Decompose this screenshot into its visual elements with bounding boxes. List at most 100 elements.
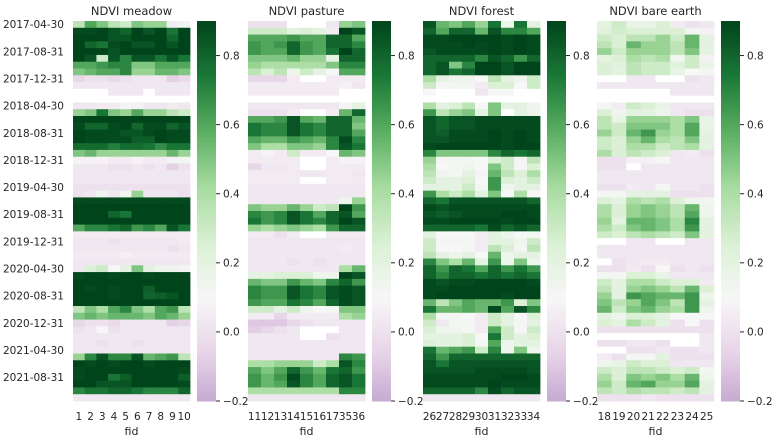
heatmap-cell bbox=[597, 224, 613, 232]
heatmap-cell bbox=[73, 238, 86, 246]
heatmap-cell bbox=[449, 312, 463, 320]
colorbar-segment bbox=[372, 297, 391, 302]
heatmap-cell bbox=[640, 285, 656, 293]
heatmap-cell bbox=[436, 285, 450, 293]
heatmap-cell bbox=[287, 177, 301, 185]
heatmap-cell bbox=[261, 339, 275, 348]
heatmap-cell bbox=[166, 367, 179, 375]
heatmap-cell bbox=[178, 61, 191, 69]
colorbar-segment bbox=[372, 390, 391, 395]
heatmap-cell bbox=[501, 326, 515, 334]
heatmap-cell bbox=[166, 102, 179, 110]
heatmap-cell bbox=[501, 109, 515, 117]
heatmap-cell bbox=[501, 394, 515, 402]
heatmap-cell bbox=[423, 380, 437, 388]
heatmap-cell bbox=[143, 163, 156, 171]
heatmap-cell bbox=[131, 367, 144, 375]
heatmap-cell bbox=[527, 272, 541, 280]
heatmap-cell bbox=[462, 177, 476, 185]
heatmap-cell bbox=[527, 54, 541, 63]
colorbar-segment bbox=[721, 221, 740, 226]
heatmap-cell bbox=[527, 387, 541, 395]
heatmap-cell bbox=[640, 353, 656, 361]
heatmap-cell bbox=[488, 231, 502, 239]
heatmap-cell bbox=[436, 278, 450, 287]
heatmap-cell bbox=[670, 306, 686, 314]
heatmap-cell bbox=[449, 109, 463, 117]
colorbar-segment bbox=[547, 338, 566, 343]
heatmap-cell bbox=[423, 109, 437, 117]
heatmap-cell bbox=[436, 34, 450, 42]
heatmap-cell bbox=[274, 34, 288, 42]
heatmap-cell bbox=[154, 61, 167, 69]
heatmap-cell bbox=[626, 360, 642, 368]
heatmap-cell bbox=[475, 204, 489, 212]
colorbar-tick-label: 0.2 bbox=[573, 258, 590, 270]
colorbar-segment bbox=[721, 217, 740, 222]
heatmap-cell bbox=[261, 367, 275, 375]
heatmap-cell bbox=[73, 21, 86, 29]
heatmap-cell bbox=[527, 258, 541, 266]
heatmap-cell bbox=[84, 156, 97, 164]
heatmap-cell bbox=[462, 292, 476, 300]
heatmap-cell bbox=[339, 211, 353, 219]
x-tick-label: 29 bbox=[462, 411, 475, 423]
colorbar-segment bbox=[721, 283, 740, 288]
heatmap-cell bbox=[655, 143, 671, 151]
colorbar-segment bbox=[721, 235, 740, 240]
heatmap-cell bbox=[73, 333, 86, 341]
heatmap-cell bbox=[640, 367, 656, 375]
heatmap-cell bbox=[326, 27, 340, 35]
heatmap-cell bbox=[436, 319, 450, 327]
heatmap-cell bbox=[423, 54, 437, 63]
heatmap-cell bbox=[248, 272, 262, 280]
heatmap-cell bbox=[501, 102, 515, 110]
heatmap-cell bbox=[119, 353, 132, 361]
heatmap-cell bbox=[84, 122, 97, 130]
heatmap-cell bbox=[166, 292, 179, 300]
heatmap-cell bbox=[108, 34, 121, 42]
heatmap-cell bbox=[597, 306, 613, 314]
heatmap-cell bbox=[501, 211, 515, 219]
heatmap-cell bbox=[597, 190, 613, 198]
colorbar-segment bbox=[547, 76, 566, 81]
colorbar-segment bbox=[197, 176, 216, 181]
heatmap-cell bbox=[597, 204, 613, 212]
colorbar-segment bbox=[721, 145, 740, 150]
heatmap-cell bbox=[514, 109, 528, 117]
heatmap-cell bbox=[436, 54, 450, 63]
heatmap-cell bbox=[143, 339, 156, 348]
heatmap-cell bbox=[670, 224, 686, 232]
heatmap-cell bbox=[670, 116, 686, 124]
colorbar-segment bbox=[372, 100, 391, 105]
x-tick-label: 25 bbox=[700, 411, 713, 423]
heatmap-cell bbox=[514, 360, 528, 368]
heatmap-cell bbox=[339, 54, 353, 63]
heatmap-cell bbox=[488, 306, 502, 314]
heatmap-cell bbox=[449, 95, 463, 103]
heatmap-cell bbox=[514, 177, 528, 185]
heatmap-cell bbox=[501, 387, 515, 395]
heatmap-cell bbox=[475, 75, 489, 83]
heatmap-cell bbox=[313, 177, 327, 185]
colorbar-segment bbox=[197, 117, 216, 122]
heatmap-cell bbox=[670, 61, 686, 69]
heatmap-cell bbox=[154, 224, 167, 232]
heatmap-cell bbox=[73, 34, 86, 42]
heatmap-cell bbox=[287, 339, 301, 348]
colorbar-segment bbox=[372, 97, 391, 101]
heatmap-cell bbox=[527, 360, 541, 368]
colorbar-segment bbox=[197, 159, 216, 164]
heatmap-cell bbox=[655, 367, 671, 375]
heatmap-cell bbox=[436, 109, 450, 117]
heatmap-cell bbox=[514, 95, 528, 103]
heatmap-cell bbox=[655, 278, 671, 287]
heatmap-cell bbox=[154, 292, 167, 300]
heatmap-cell bbox=[670, 54, 686, 63]
heatmap-cell bbox=[684, 258, 700, 266]
heatmap-cell bbox=[527, 204, 541, 212]
heatmap-cell bbox=[449, 48, 463, 56]
heatmap-cell bbox=[488, 224, 502, 232]
heatmap-cell bbox=[655, 48, 671, 56]
